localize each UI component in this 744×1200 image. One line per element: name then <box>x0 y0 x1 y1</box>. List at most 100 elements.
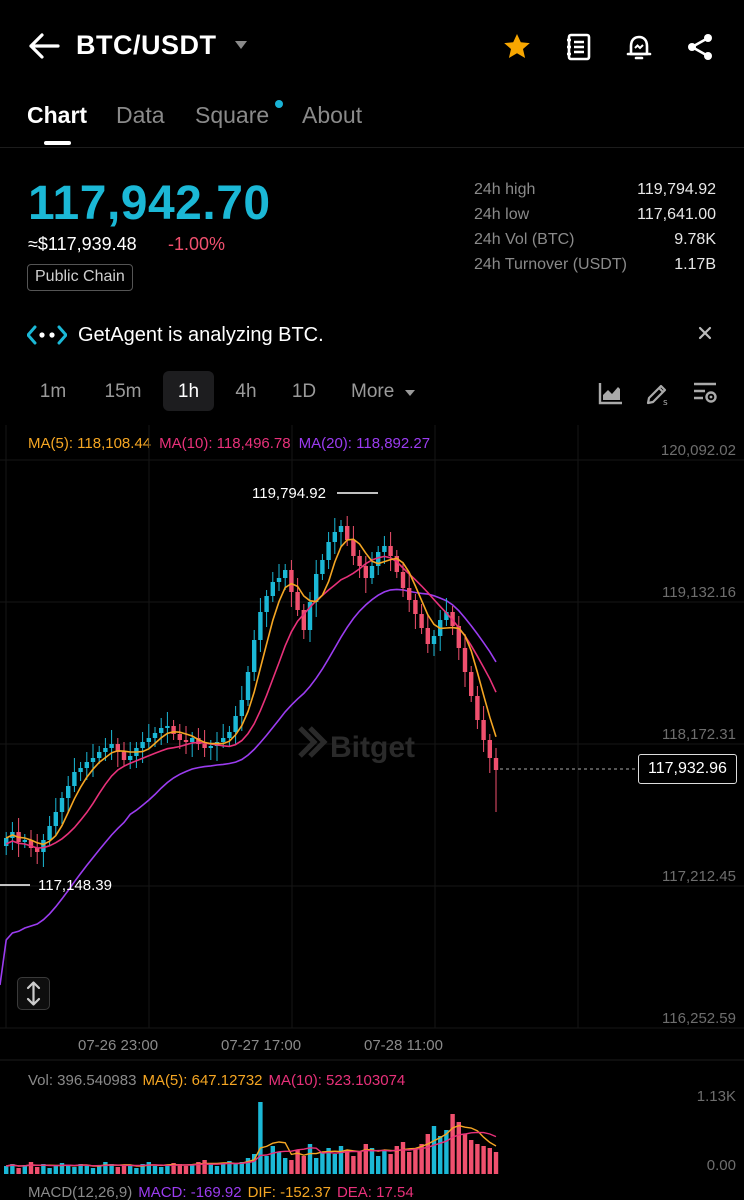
candle-body <box>264 596 269 612</box>
volume-bar <box>4 1166 9 1174</box>
trading-pair-title[interactable]: BTC/USDT <box>76 30 217 60</box>
volume-bar <box>456 1122 461 1174</box>
volume-bar <box>202 1160 207 1174</box>
volume-legend: Vol: 396.540983 MA(5): 647.12732 MA(10): 5… <box>28 1072 405 1089</box>
candle-body <box>22 840 27 842</box>
watermark-text: Bitget <box>330 731 415 764</box>
close-icon[interactable] <box>696 324 714 342</box>
candle-body <box>258 612 263 640</box>
back-arrow-icon[interactable] <box>28 32 60 60</box>
volume-bar <box>276 1152 282 1174</box>
volume-bar <box>252 1154 257 1174</box>
tab-data[interactable]: Data <box>116 102 165 128</box>
candle-body <box>183 740 189 742</box>
volume-value: Vol: 396.540983 <box>28 1072 137 1089</box>
volume-bar <box>314 1158 319 1174</box>
timeframe-more[interactable]: More <box>351 381 395 402</box>
candle-body <box>469 672 474 696</box>
candle-body <box>146 738 151 742</box>
notebook-icon[interactable] <box>564 32 594 62</box>
volume-bar <box>258 1102 263 1174</box>
candle-body <box>97 752 102 758</box>
candle-body <box>289 570 294 592</box>
macd-value: MACD: -169.92 <box>138 1184 242 1200</box>
agent-logo-icon <box>27 325 67 345</box>
volume-bar <box>264 1156 269 1174</box>
high-price-marker: 119,794.92 <box>252 485 326 502</box>
drawing-tool-icon[interactable]: s <box>645 380 671 406</box>
volume-bar <box>345 1150 350 1174</box>
volume-bar <box>159 1167 164 1174</box>
candle-body <box>481 720 486 740</box>
y-tick-label: 118,172.31 <box>662 726 736 743</box>
timeframe-1m[interactable]: 1m <box>39 381 67 402</box>
last-price: 117,942.70 <box>28 177 271 230</box>
tab-chart[interactable]: Chart <box>27 102 88 128</box>
candle-body <box>462 648 468 672</box>
volume-bar <box>140 1164 145 1174</box>
x-tick-label: 07-26 23:00 <box>78 1037 159 1054</box>
more-caret-down-icon[interactable] <box>405 389 415 397</box>
volume-bar <box>419 1144 424 1174</box>
indicator-settings-icon[interactable] <box>692 380 718 406</box>
ma5-line <box>5 538 497 846</box>
chart-grid <box>0 425 744 1061</box>
candle-body <box>419 614 424 628</box>
candle-body <box>487 740 492 758</box>
candle-body <box>301 610 306 630</box>
candle-body <box>295 592 300 610</box>
y-tick-label: 116,252.59 <box>662 1010 736 1027</box>
share-icon[interactable] <box>685 32 715 62</box>
volume-bar <box>22 1165 27 1174</box>
current-price-tag[interactable]: 117,932.96 <box>638 754 737 784</box>
candle-body <box>152 733 158 738</box>
candle-body <box>121 752 127 760</box>
candle-body <box>283 570 288 578</box>
tab-about[interactable]: About <box>302 102 363 128</box>
candle-body <box>177 734 182 740</box>
candle-body <box>53 812 58 826</box>
expand-chart-button[interactable] <box>17 977 50 1010</box>
candle-body <box>103 748 108 752</box>
dif-value: DIF: -152.37 <box>247 1184 331 1200</box>
candle-body <box>345 526 350 540</box>
volume-bar <box>177 1164 182 1174</box>
timeframe-15m[interactable]: 15m <box>104 381 142 402</box>
volume-bar <box>481 1146 486 1174</box>
volume-bar <box>221 1163 226 1174</box>
candle-body <box>90 758 96 762</box>
volume-bar <box>16 1168 21 1174</box>
volume-bar <box>146 1162 151 1174</box>
volume-bar <box>208 1164 213 1174</box>
public-chain-badge[interactable]: Public Chain <box>27 264 133 291</box>
tab-square[interactable]: Square <box>195 102 270 128</box>
candle-body <box>227 732 232 738</box>
ma20-line <box>0 588 497 986</box>
alert-bell-icon[interactable] <box>624 32 654 62</box>
volume-bar <box>487 1148 492 1174</box>
ma5-legend: MA(5): 118,108.44 <box>28 435 152 452</box>
volume-bar <box>295 1150 300 1174</box>
volume-bar <box>270 1146 275 1174</box>
agent-banner[interactable]: GetAgent is analyzing BTC. <box>0 316 744 356</box>
candle-body <box>376 552 381 566</box>
candle-body <box>59 798 65 812</box>
caret-down-icon[interactable] <box>234 40 248 50</box>
candle-body <box>400 572 406 588</box>
volume-bar <box>41 1164 46 1174</box>
y-tick-label: 119,132.16 <box>662 584 736 601</box>
timeframe-1h[interactable]: 1h <box>163 371 214 411</box>
star-icon[interactable] <box>502 32 532 62</box>
volume-bar <box>78 1164 83 1174</box>
price-change-percent: -1.00% <box>168 234 226 254</box>
candle-body <box>407 588 412 600</box>
chart-type-icon[interactable] <box>598 380 624 406</box>
volume-bar <box>53 1166 58 1174</box>
candle-body <box>202 744 207 748</box>
candle-body <box>413 600 418 614</box>
timeframe-1d[interactable]: 1D <box>291 381 317 402</box>
volume-bar <box>283 1158 288 1174</box>
timeframe-4h[interactable]: 4h <box>235 381 257 402</box>
candle-body <box>252 640 257 672</box>
